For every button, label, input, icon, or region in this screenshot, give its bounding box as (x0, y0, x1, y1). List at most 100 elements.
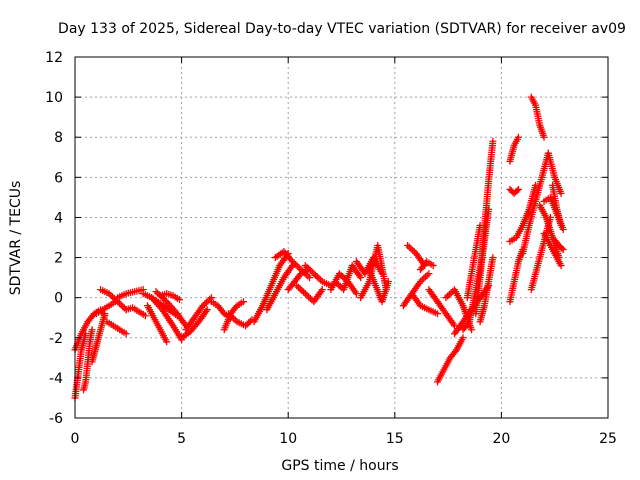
series-arc-40 (463, 221, 484, 302)
data-point (303, 291, 311, 299)
data-point (442, 294, 450, 302)
data-point (404, 242, 412, 250)
data-point (557, 262, 565, 270)
data-point (122, 330, 130, 338)
series-arc-36 (433, 334, 467, 386)
series-arc-47 (519, 149, 552, 258)
data-point (409, 246, 417, 254)
series-arc-49 (527, 213, 554, 294)
data-point (444, 292, 452, 300)
series-arc-46 (506, 185, 522, 197)
series-arc-12 (148, 294, 186, 344)
data-point (423, 271, 431, 279)
data-point (120, 304, 128, 312)
data-point (294, 262, 302, 270)
series-arc-34 (408, 290, 441, 318)
series-arc-23 (284, 266, 311, 294)
x-tick-label: 25 (599, 431, 617, 447)
y-tick-label: -4 (49, 371, 63, 387)
data-point (514, 185, 522, 193)
series-arc-11 (143, 302, 171, 346)
series-arc-53 (544, 149, 565, 197)
data-point (407, 245, 415, 253)
series-arc-4 (88, 310, 109, 366)
data-point (429, 262, 437, 270)
data-point (115, 299, 123, 307)
data-point (559, 225, 567, 233)
data-point (175, 296, 183, 304)
series-arc-45 (506, 133, 522, 165)
data-point (163, 338, 171, 346)
series-arc-9 (122, 304, 149, 320)
data-point (305, 293, 313, 301)
series-arc-3 (80, 326, 96, 394)
data-point (433, 310, 441, 318)
data-point (287, 256, 295, 264)
data-point (243, 320, 251, 328)
data-point (300, 288, 308, 296)
x-tick-label: 0 (71, 431, 80, 447)
data-point (310, 270, 318, 278)
data-point (513, 187, 521, 195)
data-point (420, 274, 428, 282)
chart-title: Day 133 of 2025, Sidereal Day-to-day VTE… (58, 21, 626, 37)
data-point (451, 347, 459, 355)
y-tick-label: 2 (54, 251, 63, 267)
series-arc-41 (472, 137, 497, 318)
series-arc-19 (225, 310, 256, 330)
data-point (450, 322, 458, 330)
series-arc-20 (250, 250, 292, 326)
x-tick-label: 20 (492, 431, 510, 447)
axis-ticks: 0 5 10 15 20 25 -6 -4 -2 0 2 4 6 8 10 12 (45, 50, 617, 447)
series-arc-35 (425, 286, 458, 330)
data-point (384, 278, 392, 286)
y-tick-label: 12 (45, 50, 63, 66)
data-point (425, 270, 433, 278)
series-arc-48 (527, 93, 548, 141)
data-point (203, 306, 211, 314)
series-arc-42 (476, 254, 497, 326)
data-point (298, 286, 306, 294)
data-point (514, 133, 522, 141)
series-arc-14 (156, 290, 183, 304)
y-tick-label: 10 (45, 90, 63, 106)
data-point (464, 319, 472, 327)
grid (75, 57, 608, 418)
y-tick-label: 0 (54, 291, 63, 307)
data-points (71, 93, 567, 402)
series-arc-7 (103, 318, 130, 338)
data-point (422, 273, 430, 281)
series-arc-30 (365, 266, 392, 306)
series-arc-52 (549, 181, 565, 229)
series-arc-33 (416, 258, 437, 274)
y-tick-label: -6 (49, 411, 63, 427)
y-tick-label: 4 (54, 210, 63, 226)
data-point (294, 283, 302, 291)
data-point (202, 298, 210, 306)
data-point (242, 322, 250, 330)
series-arc-15 (178, 306, 211, 342)
data-point (301, 290, 309, 298)
data-point (557, 189, 565, 197)
data-point (313, 273, 321, 281)
data-point (296, 285, 304, 293)
data-point (468, 326, 476, 334)
data-point (161, 296, 169, 304)
data-point (117, 301, 125, 309)
data-point (445, 290, 453, 298)
y-tick-label: -2 (49, 331, 63, 347)
data-point (459, 334, 467, 342)
data-point (315, 274, 323, 282)
data-point (405, 243, 413, 251)
x-axis-title: GPS time / hours (281, 458, 398, 474)
data-point (311, 271, 319, 279)
plot-frame (74, 56, 609, 419)
data-point (540, 133, 548, 141)
data-point (141, 312, 149, 320)
x-tick-label: 10 (279, 431, 297, 447)
data-point (88, 326, 96, 334)
series-arc-55 (549, 234, 567, 254)
data-point (447, 289, 455, 297)
series-arc-8 (114, 286, 147, 302)
